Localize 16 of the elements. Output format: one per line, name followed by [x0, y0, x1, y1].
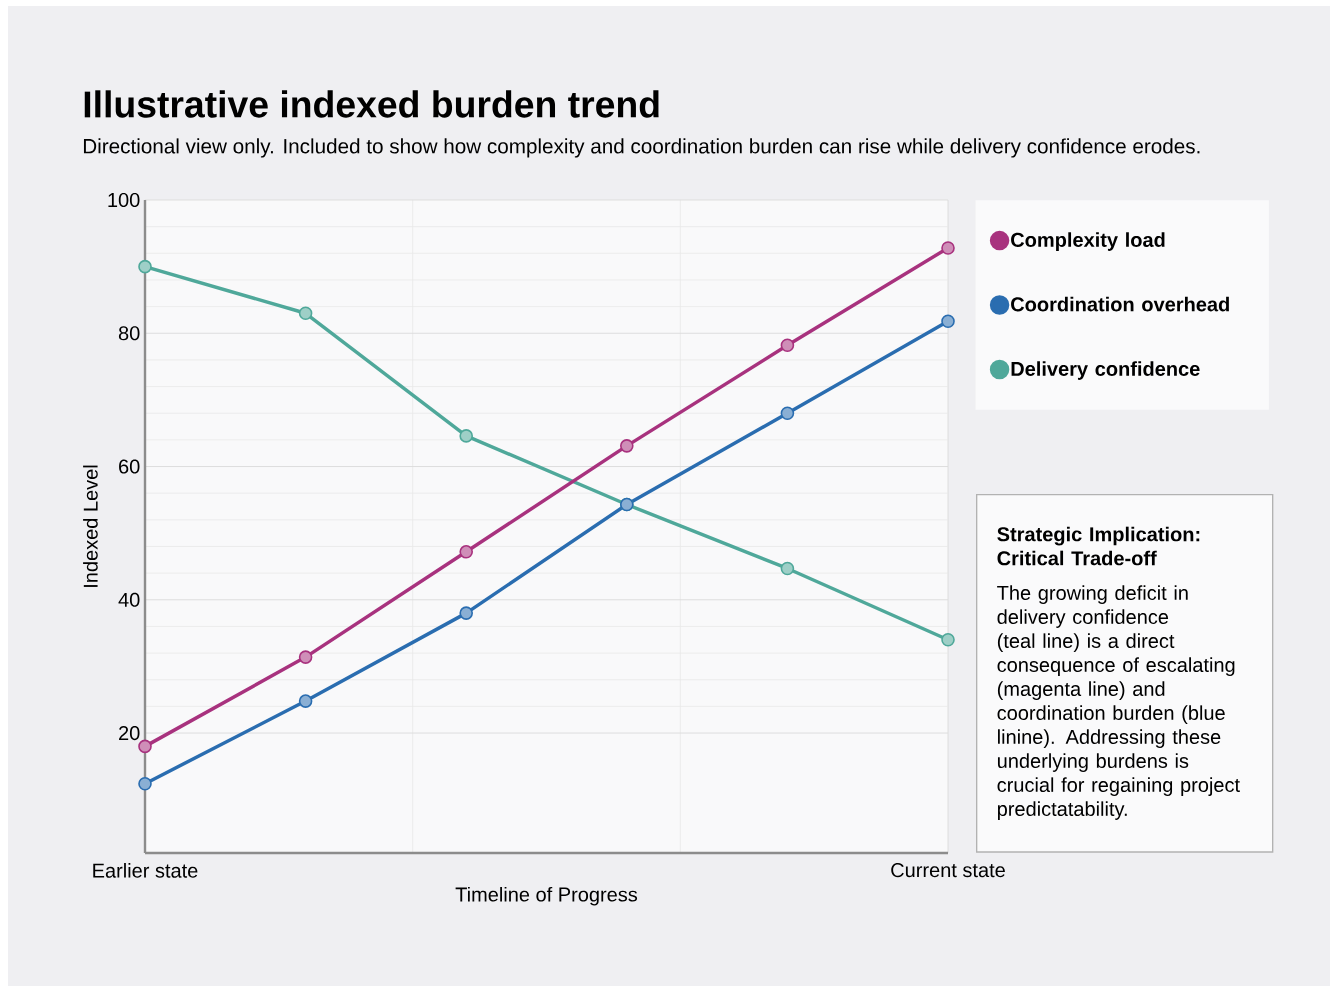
- y-tick-label: 40: [118, 592, 140, 607]
- y-tick-label: 60: [119, 459, 140, 474]
- x-tick-label: Current state: [891, 863, 1005, 878]
- chart-subtitle: Directional view only. Included to show how complexity and coordination burden can rise while delivery confidence erodes.: [83, 138, 1200, 158]
- legend-label: Coordination overhead: [1011, 296, 1229, 312]
- y-axis-title: Indexed Level: [83, 465, 98, 587]
- x-axis-title: Timeline of Progress: [455, 886, 638, 906]
- y-tick-label: 100: [108, 192, 140, 208]
- y-tick-label: 20: [119, 725, 140, 741]
- text: Strategic Implication: Critical Trade-off: [997, 526, 1200, 566]
- chart-title: Illustrative indexed burden trend: [84, 90, 659, 118]
- y-tick-label: 80: [118, 326, 140, 341]
- legend-label: Complexity load: [1011, 232, 1165, 251]
- text: The growing deficit in delivery confidence (teal line) is a direct consequence of escalating (magenta line) and coordination burden (blue linine). Addressing these underlying burdens is crucial for regaining project predictatability.: [997, 585, 1240, 820]
- legend-label: Delivery confidence: [1011, 361, 1200, 380]
- x-tick-label: Earlier state: [93, 863, 198, 878]
